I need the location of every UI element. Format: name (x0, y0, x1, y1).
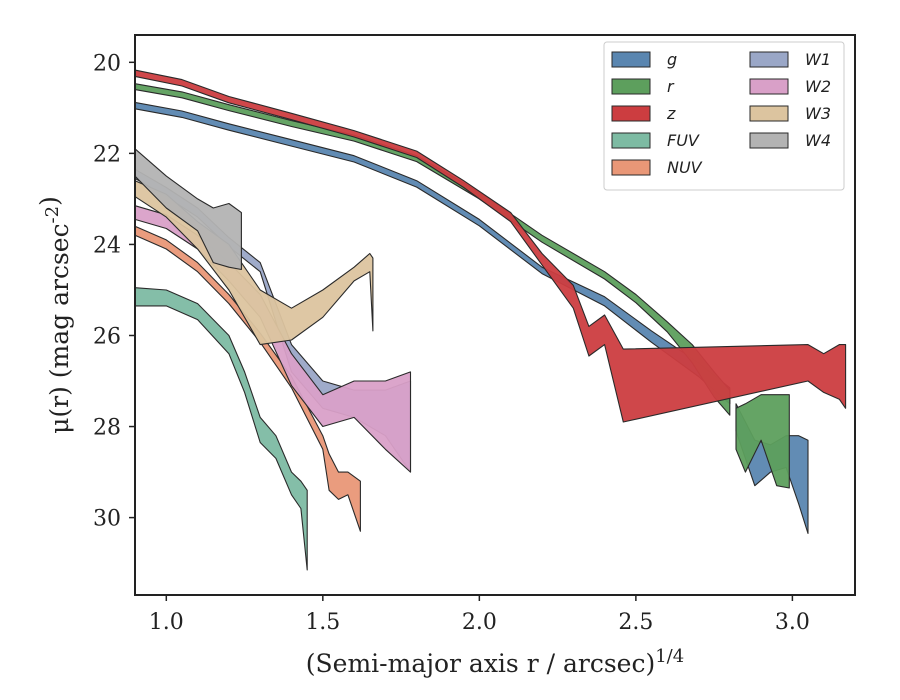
axes-frame (134, 34, 856, 596)
band-r-1 (735, 394, 790, 489)
band-z-0 (134, 69, 847, 423)
series-FUV (134, 287, 308, 571)
legend-label: NUV (667, 158, 703, 177)
y-tick-label: 28 (93, 416, 121, 441)
legend-item-W1: W1 (749, 50, 831, 69)
legend-swatch (611, 51, 651, 68)
x-tick-label: 2.5 (618, 610, 653, 635)
x-tick-label: 1.5 (305, 610, 340, 635)
legend-item-W3: W3 (749, 104, 831, 123)
y-axis-label: μ(r) (mag arcsec-2) (35, 196, 74, 434)
legend-item-W4: W4 (749, 131, 831, 150)
series-W4 (134, 148, 242, 271)
band-FUV-0 (134, 287, 308, 571)
y-tick-label: 20 (93, 51, 121, 76)
x-tick-label: 3.0 (775, 610, 810, 635)
legend-swatch (611, 159, 651, 176)
x-tick-label: 1.0 (149, 610, 184, 635)
series-z (134, 69, 847, 423)
legend-swatch (611, 78, 651, 95)
legend-label: g (667, 50, 677, 69)
legend-item-r: r (611, 77, 675, 96)
legend-label: W1 (805, 50, 831, 69)
legend-label: FUV (667, 131, 700, 150)
y-tick-label: 26 (93, 324, 121, 349)
legend-item-g: g (611, 50, 677, 69)
y-tick-label: 24 (93, 233, 121, 258)
legend-item-z: z (611, 104, 676, 123)
legend-label: z (666, 104, 676, 123)
legend-swatch (749, 51, 789, 68)
legend-swatch (749, 78, 789, 95)
x-tick-label: 2.0 (462, 610, 497, 635)
y-tick-label: 30 (93, 507, 121, 532)
legend-label: r (667, 77, 675, 96)
axis-ticks: 1.0 1.5 2.0 2.5 3.0 20 22 24 26 28 30 (93, 51, 810, 635)
band-W4-0 (134, 148, 242, 271)
legend-label: W4 (805, 131, 831, 150)
legend-swatch (611, 132, 651, 149)
legend-label: W3 (805, 104, 831, 123)
legend-item-NUV: NUV (611, 158, 703, 177)
x-axis-label: (Semi-major axis r / arcsec)1/4 (306, 646, 684, 678)
legend-swatch (749, 132, 789, 149)
legend-item-W2: W2 (749, 77, 831, 96)
y-tick-label: 22 (93, 142, 121, 167)
series-bands (134, 69, 847, 571)
legend: grz FUV NUV W1 W2 W3 W4 (603, 41, 845, 191)
legend-item-FUV: FUV (611, 131, 700, 150)
legend-swatch (611, 105, 651, 122)
legend-swatch (749, 105, 789, 122)
legend-label: W2 (805, 77, 831, 96)
